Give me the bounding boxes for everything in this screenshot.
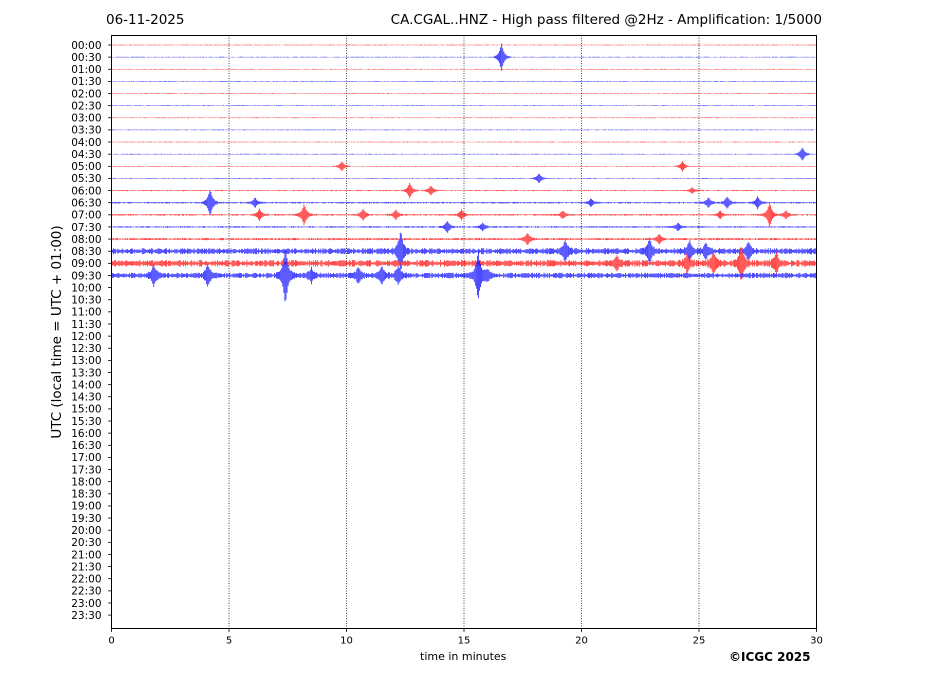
x-tick-label: 10 xyxy=(340,636,353,647)
trace-0230 xyxy=(111,105,817,107)
y-tick-label: 21:00 xyxy=(71,549,101,561)
traces xyxy=(111,43,817,302)
y-tick-label: 19:30 xyxy=(71,513,101,525)
y-tick-label: 03:00 xyxy=(71,113,101,125)
y-tick-label: 16:00 xyxy=(71,428,101,440)
y-tick-label: 02:00 xyxy=(71,88,101,100)
x-tick-label: 30 xyxy=(810,636,823,647)
x-tick-label: 20 xyxy=(575,636,588,647)
y-tick-label: 14:00 xyxy=(71,379,101,391)
y-tick-label: 19:00 xyxy=(71,501,101,513)
y-tick-label: 15:00 xyxy=(71,404,101,416)
trace-0500 xyxy=(111,160,817,172)
y-tick-label: 20:30 xyxy=(71,537,101,549)
x-tick-label: 0 xyxy=(108,636,114,647)
copyright-label: ©ICGC 2025 xyxy=(729,650,811,664)
trace-0000 xyxy=(111,44,817,46)
y-tick-label: 09:00 xyxy=(71,258,101,270)
y-tick-label: 14:30 xyxy=(71,392,101,404)
y-tick-label: 01:30 xyxy=(71,76,101,88)
y-tick-label: 13:00 xyxy=(71,355,101,367)
x-axis: 0 5 10 15 20 25 30 xyxy=(108,628,823,647)
x-tick-label: 25 xyxy=(693,636,706,647)
y-tick-label: 01:00 xyxy=(71,64,101,76)
y-tick-label: 20:00 xyxy=(71,525,101,537)
y-tick-label: 13:30 xyxy=(71,367,101,379)
y-tick-label: 22:00 xyxy=(71,574,101,586)
y-tick-label: 06:30 xyxy=(71,197,101,209)
y-tick-label: 08:30 xyxy=(71,246,101,258)
y-tick-label: 07:00 xyxy=(71,210,101,222)
y-tick-label: 07:30 xyxy=(71,222,101,234)
y-tick-label: 18:30 xyxy=(71,489,101,501)
y-tick-label: 11:00 xyxy=(71,307,101,319)
y-tick-label: 21:30 xyxy=(71,561,101,573)
y-tick-label: 17:00 xyxy=(71,452,101,464)
y-tick-label: 00:00 xyxy=(71,40,101,52)
y-tick-label: 06:00 xyxy=(71,185,101,197)
y-tick-label: 17:30 xyxy=(71,464,101,476)
y-tick-label: 02:30 xyxy=(71,100,101,112)
y-tick-label: 08:00 xyxy=(71,234,101,246)
x-axis-label: time in minutes xyxy=(420,650,507,663)
gridlines xyxy=(228,35,700,629)
y-tick-label: 04:00 xyxy=(71,137,101,149)
y-tick-label: 11:30 xyxy=(71,319,101,331)
y-tick-label: 05:30 xyxy=(71,173,101,185)
y-tick-label: 05:00 xyxy=(71,161,101,173)
y-tick-label: 10:00 xyxy=(71,282,101,294)
trace-0300 xyxy=(111,117,817,119)
y-tick-label: 12:30 xyxy=(71,343,101,355)
y-tick-label: 12:00 xyxy=(71,331,101,343)
trace-0330 xyxy=(111,129,817,131)
y-tick-label: 16:30 xyxy=(71,440,101,452)
x-tick-label: 5 xyxy=(226,636,232,647)
y-tick-label: 09:30 xyxy=(71,270,101,282)
chart-title: CA.CGAL..HNZ - High pass filtered @2Hz -… xyxy=(390,12,822,28)
y-tick-label: 23:00 xyxy=(71,598,101,610)
y-axis: 00:0000:3001:0001:3002:0002:3003:0003:30… xyxy=(71,40,112,622)
trace-0030 xyxy=(111,43,817,71)
y-tick-label: 00:30 xyxy=(71,52,101,64)
y-tick-label: 22:30 xyxy=(71,586,101,598)
y-tick-label: 04:30 xyxy=(71,149,101,161)
plot-frame xyxy=(111,35,817,629)
y-tick-label: 18:00 xyxy=(71,476,101,488)
x-tick-label: 15 xyxy=(458,636,471,647)
y-tick-label: 10:30 xyxy=(71,295,101,307)
y-tick-label: 03:30 xyxy=(71,125,101,137)
trace-0530 xyxy=(111,173,817,183)
y-tick-label: 23:30 xyxy=(71,610,101,622)
trace-0400 xyxy=(111,141,817,143)
date-label: 06-11-2025 xyxy=(106,12,185,28)
y-tick-label: 15:30 xyxy=(71,416,101,428)
